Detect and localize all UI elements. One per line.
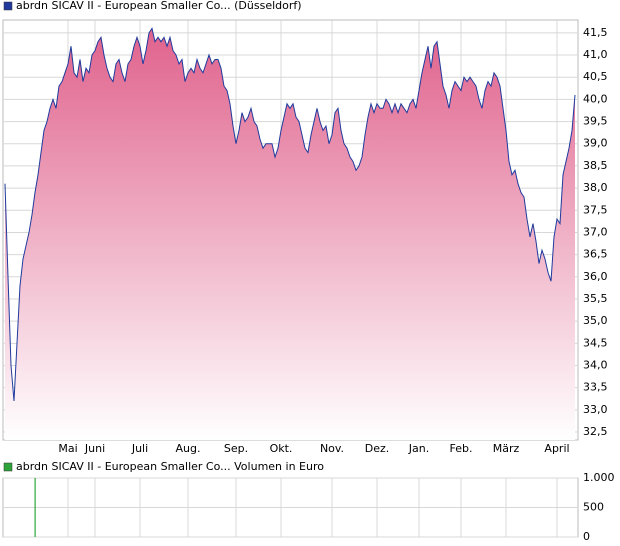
x-tick-label: Dez. <box>365 442 390 455</box>
legend-label: abrdn SICAV II - European Smaller Co... … <box>16 0 302 12</box>
y-tick-label: 39,0 <box>583 137 608 150</box>
y-tick-label: 33,5 <box>583 381 608 394</box>
x-tick-label: Sep. <box>224 442 248 455</box>
legend-swatch <box>3 462 13 472</box>
y-tick-label: 39,5 <box>583 115 608 128</box>
volume-bar <box>34 478 36 537</box>
x-tick-label: Jan. <box>408 442 429 455</box>
y-tick-label: 40,0 <box>583 92 608 105</box>
y-tick-label: 41,5 <box>583 26 608 39</box>
y-tick-label: 34,0 <box>583 358 608 371</box>
y-tick-label: 1.000 <box>583 471 615 484</box>
legend-swatch <box>3 1 13 11</box>
y-tick-label: 41,0 <box>583 48 608 61</box>
y-tick-label: 36,5 <box>583 248 608 261</box>
x-tick-label: Feb. <box>450 442 473 455</box>
price-line <box>4 27 576 402</box>
x-tick-label: April <box>544 442 569 455</box>
x-tick-label: Juli <box>131 442 148 455</box>
x-tick-label: Nov. <box>320 442 344 455</box>
y-tick-label: 38,5 <box>583 159 608 172</box>
y-tick-label: 34,5 <box>583 336 608 349</box>
y-tick-label: 35,0 <box>583 314 608 327</box>
y-tick-label: 38,0 <box>583 181 608 194</box>
y-tick-label: 37,5 <box>583 203 608 216</box>
y-tick-label: 0 <box>583 530 590 543</box>
y-tick-label: 35,5 <box>583 292 608 305</box>
y-tick-label: 40,5 <box>583 70 608 83</box>
x-tick-label: Aug. <box>176 442 201 455</box>
x-tick-label: März <box>493 442 520 455</box>
y-tick-label: 36,0 <box>583 270 608 283</box>
area <box>5 28 575 441</box>
y-tick-label: 500 <box>583 501 604 514</box>
x-tick-label: Mai <box>58 442 77 455</box>
legend-label: abrdn SICAV II - European Smaller Co... … <box>16 460 324 473</box>
y-tick-label: 37,0 <box>583 225 608 238</box>
x-tick-label: Okt. <box>270 442 293 455</box>
y-tick-label: 32,5 <box>583 425 608 438</box>
y-tick-label: 33,0 <box>583 403 608 416</box>
x-tick-label: Juni <box>84 442 105 455</box>
